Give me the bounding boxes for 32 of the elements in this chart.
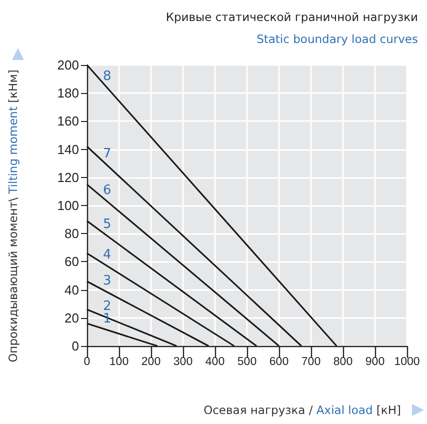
series-label: 4 [103,247,112,262]
series-label: 6 [103,182,112,198]
y-tick-label: 200 [57,58,79,72]
y-tick-label: 60 [64,254,79,270]
x-tick-label: 700 [301,356,321,368]
series-label: 2 [103,299,112,314]
y-tick-label: 100 [57,198,79,213]
x-tick-label: 500 [237,356,257,368]
x-axis-title: Осевая нагрузка / Axial load [кН] [204,403,401,417]
x-tick-label: 400 [205,356,225,368]
y-tick-label: 140 [57,142,79,157]
chart-title: Кривые статической граничной нагрузки [166,10,418,24]
series-label: 3 [103,274,112,288]
y-tick-label: 120 [57,170,79,185]
x-tick-label: 200 [141,356,161,368]
y-axis-title: Опрокидывающий момент\ Tilting moment [кНм] [6,70,20,362]
x-tick-label: 100 [109,356,129,368]
y-tick-label: 80 [64,226,79,242]
series-label: 7 [103,146,112,162]
x-tick-label: 900 [365,356,385,368]
x-tick-label: 600 [269,356,289,368]
y-tick-label: 0 [72,338,79,354]
x-tick-label: 300 [173,356,193,368]
x-tick-label: 800 [333,356,353,368]
series-label: 8 [103,69,112,84]
y-tick-label: 40 [64,282,79,298]
x-tick-label: 1000 [394,356,420,368]
y-tick-label: 20 [64,310,79,326]
y-tick-label: 160 [57,114,79,129]
series-label: 5 [103,217,112,232]
y-tick-label: 180 [57,86,79,101]
chart-subtitle: Static boundary load curves [256,32,418,46]
